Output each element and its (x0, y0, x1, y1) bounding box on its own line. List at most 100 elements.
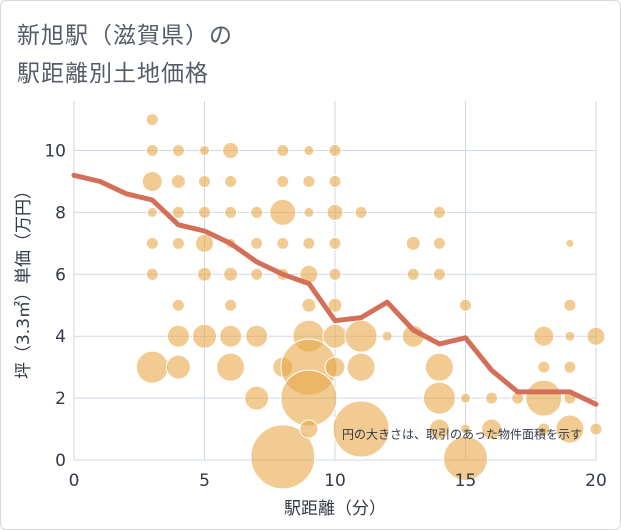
bubble (141, 170, 163, 192)
bubble (432, 236, 446, 250)
bubble (171, 236, 185, 250)
bubble (354, 205, 368, 219)
y-axis-label: 坪（3.3㎡）単価（万円） (14, 182, 34, 379)
bubble (328, 144, 342, 158)
bubble (192, 323, 217, 349)
bubble (432, 205, 446, 219)
bubble (224, 205, 238, 219)
bubble (563, 360, 577, 374)
bubble (332, 400, 390, 458)
bubble (245, 324, 269, 348)
bubble (146, 206, 158, 218)
bubble (322, 323, 348, 349)
bubble (198, 174, 211, 188)
bubble (302, 236, 316, 250)
bubble (223, 266, 239, 282)
y-tick-label: 4 (55, 327, 66, 347)
x-tick-label: 5 (199, 471, 210, 491)
x-tick-label: 10 (324, 471, 346, 491)
x-tick-label: 15 (455, 471, 477, 491)
bubble (565, 238, 575, 248)
bubble (537, 360, 551, 374)
y-tick-label: 2 (55, 389, 66, 409)
bubble (250, 236, 264, 250)
y-tick-label: 6 (55, 265, 66, 285)
y-tick-label: 10 (44, 142, 66, 162)
tick-labels: 0 5 10 15 20 0 2 4 6 8 10 (44, 142, 606, 491)
bubble (269, 198, 297, 226)
bubble (244, 385, 270, 411)
bubble (135, 350, 169, 384)
bubble (303, 145, 315, 157)
bubble (199, 145, 210, 157)
bubble (460, 423, 471, 435)
size-note: 円の大きさは、取引のあった物件面積を示す (342, 426, 582, 441)
bubble (145, 113, 159, 127)
bubble (564, 330, 576, 342)
bubble (224, 298, 238, 312)
bubble (327, 297, 343, 313)
bubble (428, 418, 450, 440)
chart-title-line2: 駅距離別土地価格 (17, 61, 209, 87)
bubble (216, 352, 246, 382)
chart-title-line1: 新旭駅（滋賀県）の (17, 23, 233, 49)
bubble (145, 236, 159, 250)
bubble (328, 174, 342, 188)
bubble (586, 326, 606, 346)
y-tick-label: 0 (55, 451, 66, 471)
bubble (328, 267, 342, 281)
bubble (344, 319, 378, 353)
bubble (525, 379, 563, 417)
bubble (195, 233, 214, 253)
x-axis-label: 駅距離（分） (284, 499, 386, 519)
bubble (485, 391, 499, 405)
bubble (537, 422, 551, 436)
bubble (533, 325, 555, 347)
bubble (250, 424, 316, 490)
bubble (219, 324, 243, 348)
bubble (197, 266, 212, 282)
trend-line-layer (71, 172, 599, 407)
bubble (145, 267, 159, 281)
trend-line (71, 172, 599, 407)
bubble (224, 174, 238, 188)
bubble (222, 142, 240, 160)
bubble (422, 381, 456, 415)
bubble (171, 205, 185, 219)
bubble (166, 324, 190, 348)
bubble (459, 298, 472, 312)
bubble (276, 174, 290, 188)
bubble (145, 144, 159, 158)
bubble (171, 298, 185, 312)
bubble (250, 267, 264, 281)
bubble (589, 422, 603, 436)
y-tick-label: 8 (55, 203, 66, 223)
x-tick-label: 0 (69, 471, 80, 491)
bubble (302, 174, 316, 188)
bubble (328, 236, 342, 250)
bubble (460, 392, 471, 404)
bubble (381, 330, 393, 342)
bubble (280, 369, 338, 427)
bubble (303, 206, 315, 218)
bubble (424, 352, 454, 382)
bubble (443, 435, 488, 481)
bubble (276, 236, 290, 250)
bubble (170, 173, 186, 189)
bubble (301, 297, 317, 313)
bubble (346, 352, 376, 382)
bubble-layer (135, 113, 606, 490)
bubble (250, 205, 264, 219)
bubble (405, 235, 421, 251)
bubble (171, 144, 185, 158)
bubble (165, 354, 191, 380)
bubble (276, 144, 290, 158)
bubble (299, 419, 319, 439)
bubble (432, 267, 446, 281)
bubble (563, 298, 577, 312)
x-tick-label: 20 (585, 471, 607, 491)
bubble (481, 418, 503, 440)
bubble (555, 414, 585, 444)
bubble (198, 205, 211, 219)
